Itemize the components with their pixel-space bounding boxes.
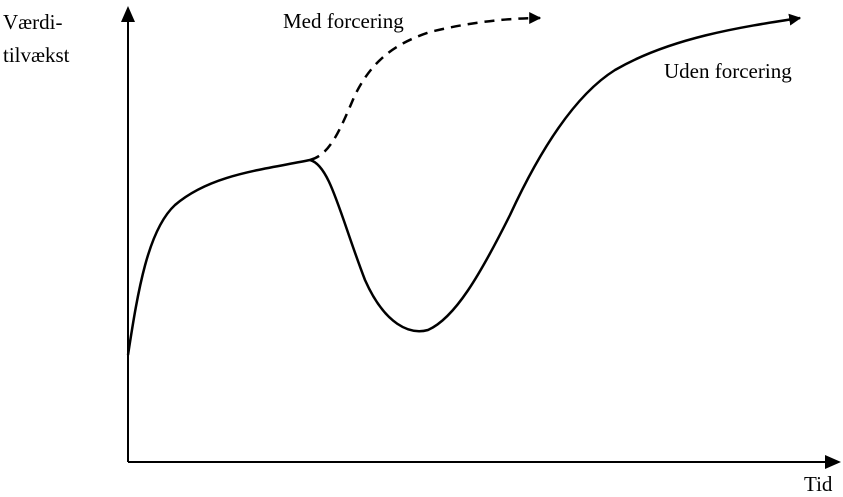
curve-with-forcing bbox=[309, 12, 542, 162]
y-axis-label-line1: Værdi- bbox=[3, 10, 63, 34]
y-axis-label-line2: tilvækst bbox=[3, 43, 70, 67]
solid-curve-label: Uden forcering bbox=[664, 59, 792, 83]
curve-without-forcing bbox=[126, 13, 802, 356]
x-axis-arrowhead bbox=[825, 455, 841, 469]
y-axis-arrowhead bbox=[121, 6, 135, 22]
dashed-curve-label: Med forcering bbox=[283, 9, 404, 33]
x-axis-label: Tid bbox=[804, 472, 833, 496]
